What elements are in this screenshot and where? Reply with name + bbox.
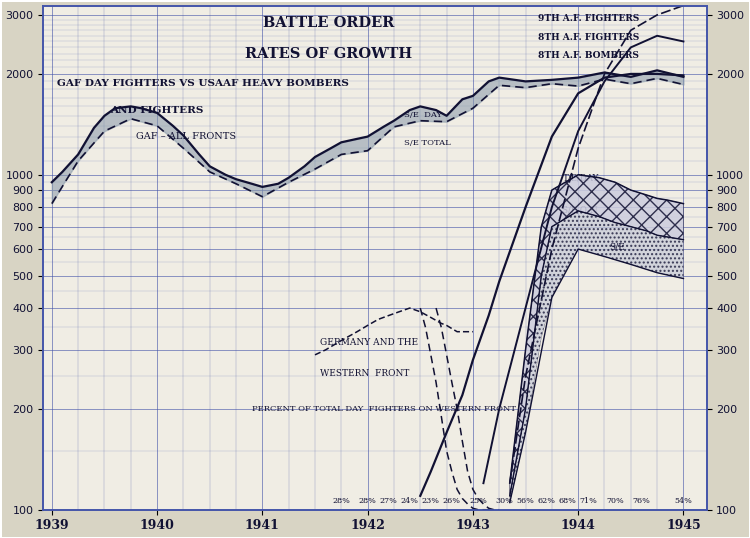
Text: 24%: 24% [400, 498, 418, 505]
Text: 8TH A.F. FIGHTERS: 8TH A.F. FIGHTERS [538, 33, 640, 43]
Text: GAF – ALL FRONTS: GAF – ALL FRONTS [136, 132, 236, 141]
Text: 56%: 56% [517, 498, 535, 505]
Text: 68%: 68% [559, 498, 577, 505]
Text: WESTERN  FRONT: WESTERN FRONT [320, 370, 410, 378]
Text: BATTLE ORDER: BATTLE ORDER [263, 16, 394, 30]
Text: 23%: 23% [422, 498, 440, 505]
Text: 26%: 26% [442, 498, 460, 505]
Text: 28%: 28% [332, 498, 350, 505]
Text: S/E: S/E [610, 242, 626, 251]
Text: 30%: 30% [496, 498, 514, 505]
Text: 27%: 27% [380, 498, 398, 505]
Text: S/E TOTAL: S/E TOTAL [404, 139, 451, 147]
Text: RATES OF GROWTH: RATES OF GROWTH [245, 47, 412, 61]
Text: GERMANY AND THE: GERMANY AND THE [320, 338, 419, 347]
Text: 28%: 28% [358, 498, 376, 505]
Text: 70%: 70% [606, 498, 624, 505]
Text: T/E/DAY: T/E/DAY [562, 174, 598, 183]
Text: S/E O-N: S/E O-N [562, 206, 598, 215]
Text: 54%: 54% [674, 498, 692, 505]
Text: 71%: 71% [580, 498, 598, 505]
Text: 76%: 76% [632, 498, 650, 505]
Text: PERCENT OF TOTAL DAY  FIGHTERS ON WESTERN FRONT: PERCENT OF TOTAL DAY FIGHTERS ON WESTERN… [252, 406, 516, 413]
Text: S/E  DAY: S/E DAY [404, 111, 442, 119]
Text: 62%: 62% [538, 498, 556, 505]
Text: 9TH A.F. FIGHTERS: 9TH A.F. FIGHTERS [538, 15, 640, 23]
Text: 25%: 25% [470, 498, 487, 505]
Text: AND FIGHTERS: AND FIGHTERS [110, 107, 203, 115]
Text: 8TH A.F. BOMBERS: 8TH A.F. BOMBERS [538, 51, 639, 60]
Text: GAF DAY FIGHTERS VS USAAF HEAVY BOMBERS: GAF DAY FIGHTERS VS USAAF HEAVY BOMBERS [57, 79, 349, 88]
